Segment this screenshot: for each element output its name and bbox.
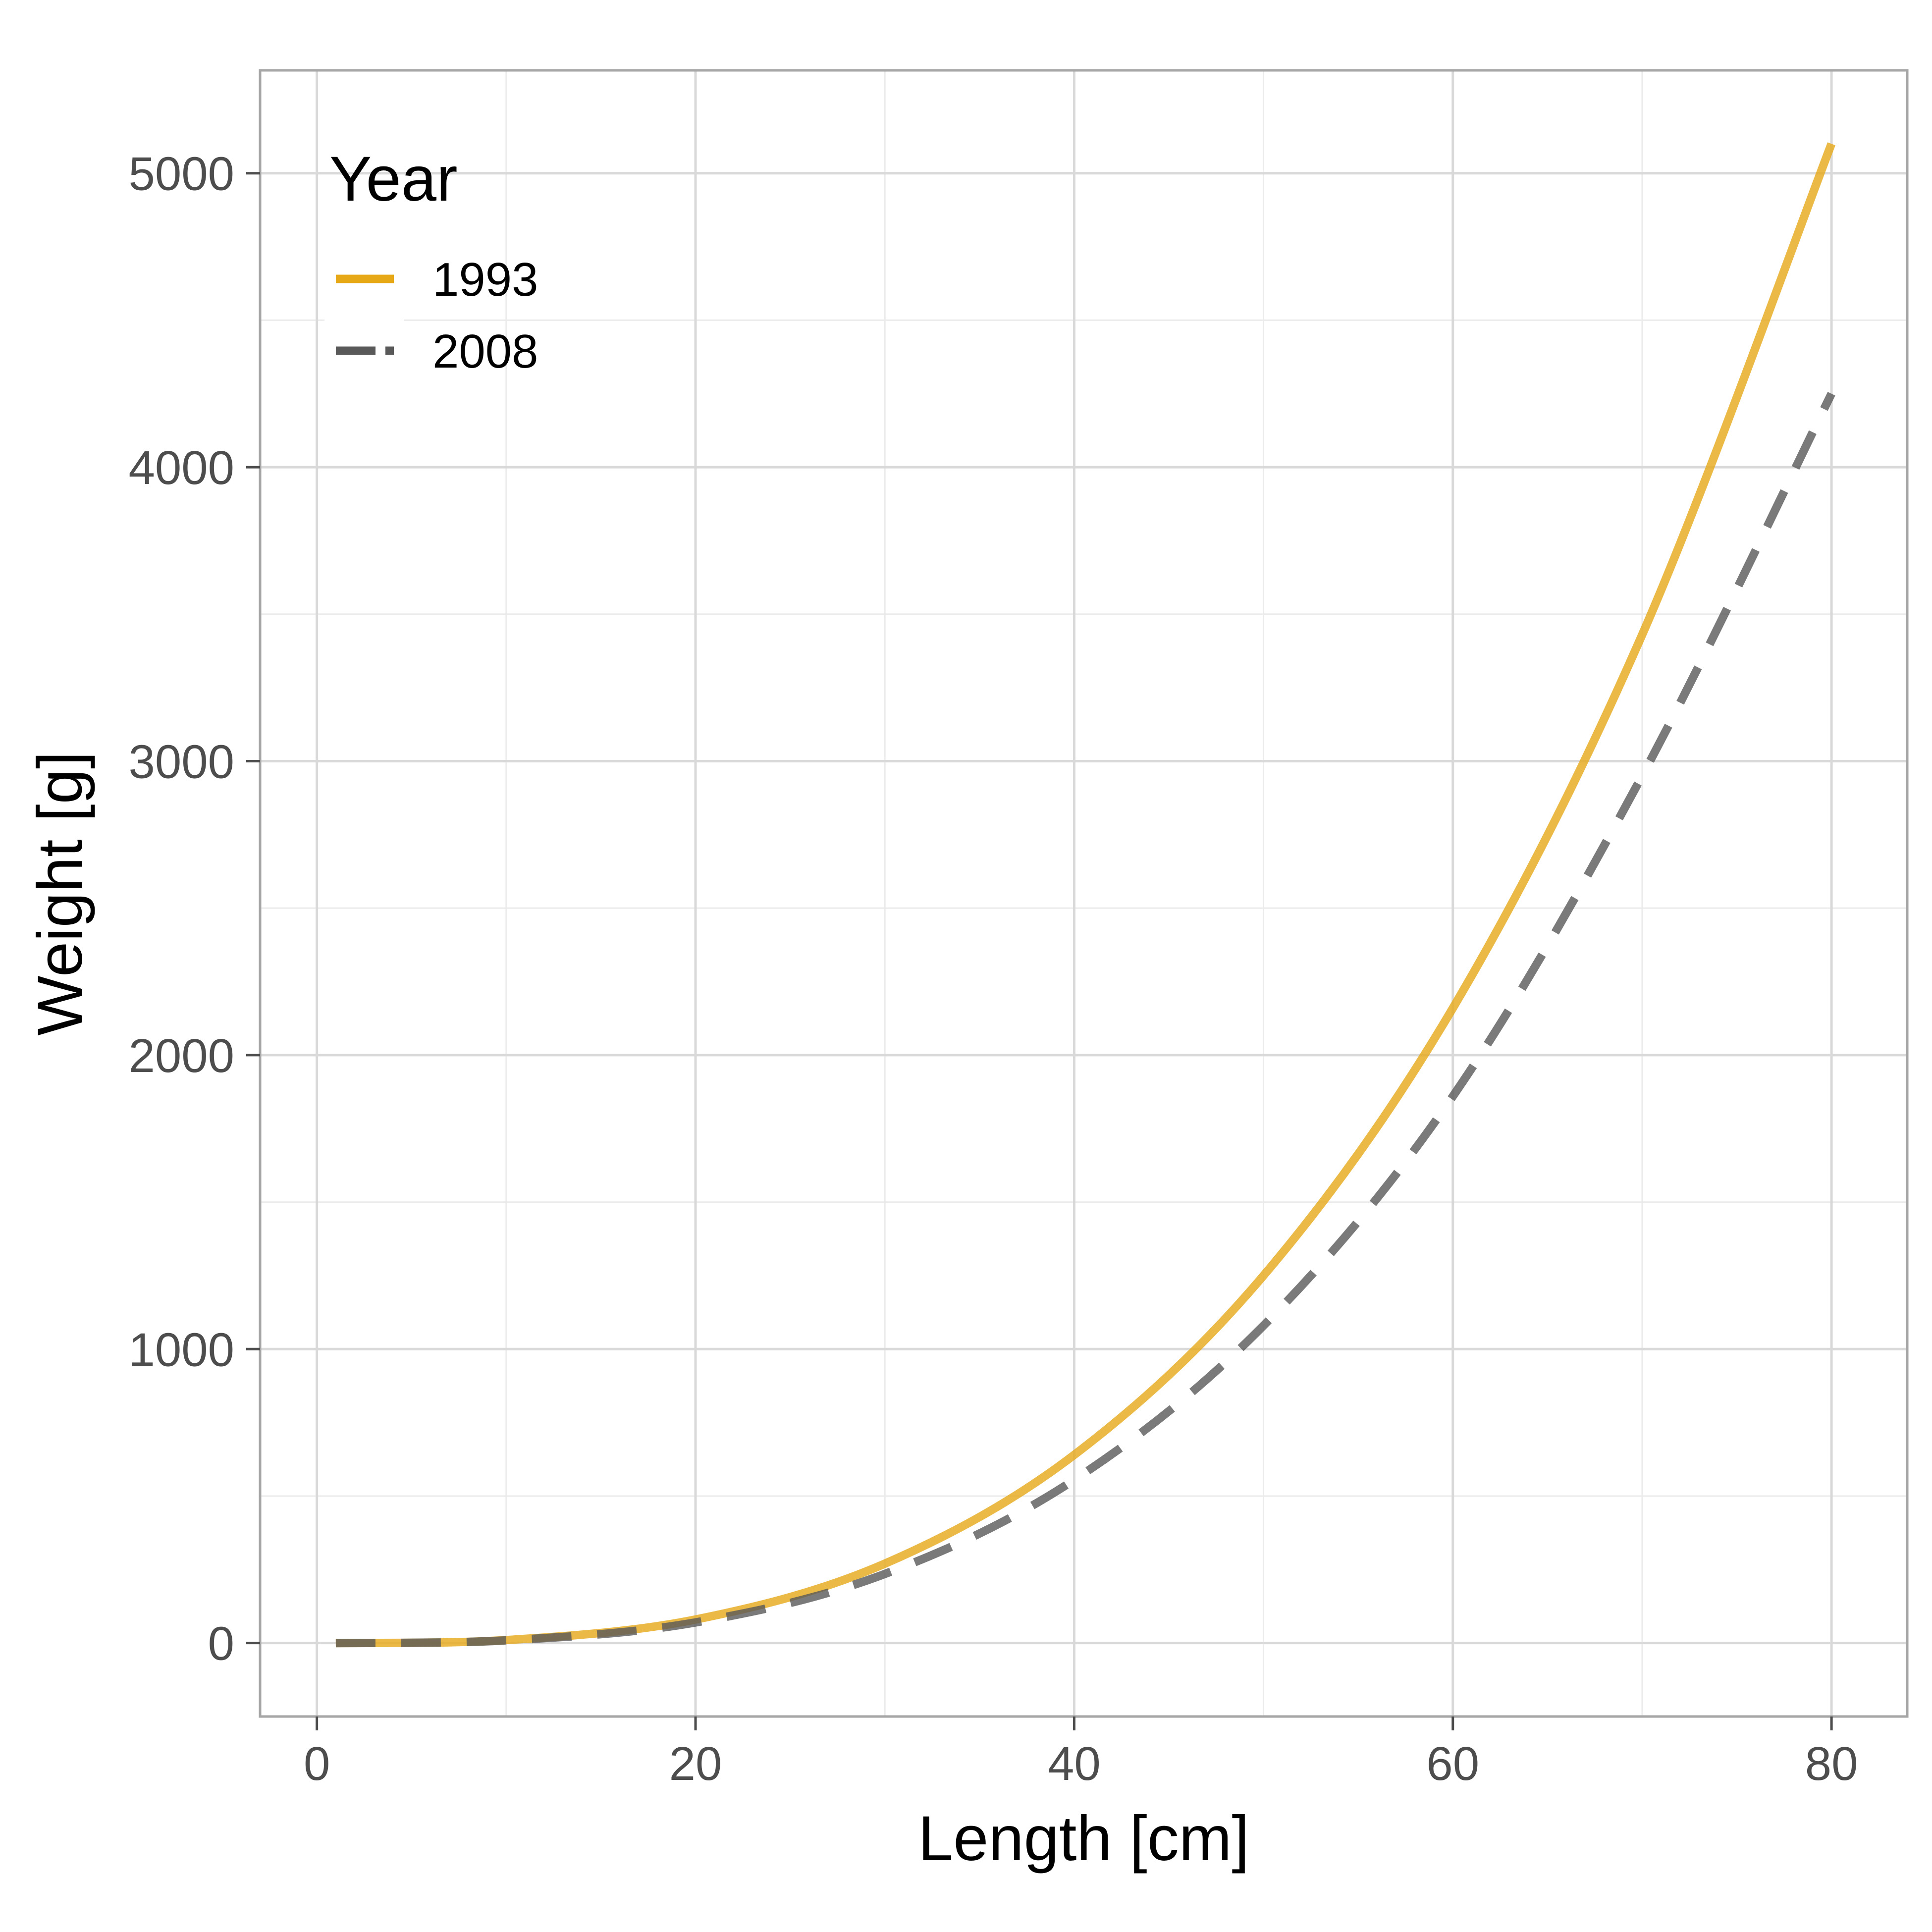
legend-title: Year (329, 144, 458, 215)
x-tick-label: 0 (304, 1737, 330, 1790)
x-tick-label: 60 (1426, 1737, 1479, 1790)
x-tick-label: 20 (669, 1737, 722, 1790)
series-line-2008 (335, 391, 1835, 1648)
legend-label-1993: 1993 (432, 253, 538, 306)
y-tick-label: 0 (208, 1617, 234, 1670)
legend: Year 1993 2008 (324, 144, 538, 386)
y-tick-label: 1000 (128, 1323, 234, 1376)
grid-minor (260, 70, 1907, 1717)
grid-major (260, 70, 1907, 1717)
y-tick-label: 5000 (128, 148, 234, 201)
y-tick-label: 4000 (128, 441, 234, 494)
panel-border (259, 69, 1909, 1718)
x-tick-label: 40 (1048, 1737, 1101, 1790)
legend-label-2008: 2008 (432, 325, 538, 378)
x-tick-label: 80 (1805, 1737, 1858, 1790)
y-axis-title: Weight [g] (25, 751, 96, 1036)
y-tick-label: 3000 (128, 735, 234, 788)
y-tick-label: 2000 (128, 1029, 234, 1082)
x-axis-title: Length [cm] (918, 1803, 1249, 1874)
tick-layer: 0 20 40 60 80 0 1000 2000 3000 4000 5000 (128, 148, 1858, 1790)
series-layer (335, 142, 1836, 1648)
